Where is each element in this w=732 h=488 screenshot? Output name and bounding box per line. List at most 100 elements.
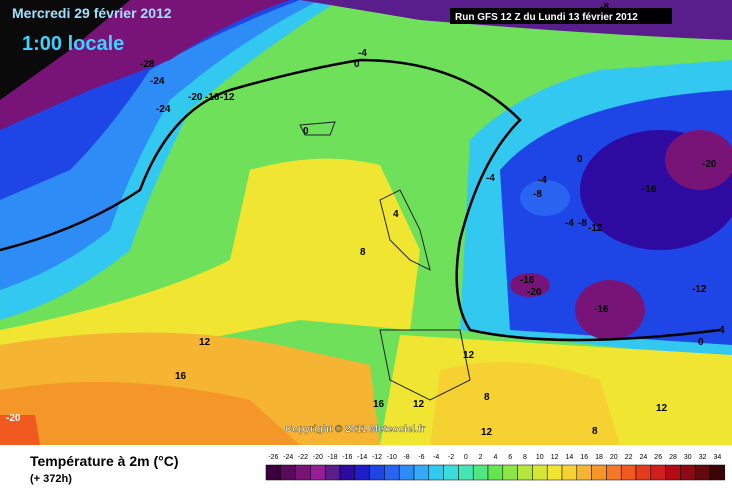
scale-swatch xyxy=(709,464,726,481)
scale-label: -26 xyxy=(268,454,278,461)
contour-label: 16 xyxy=(175,371,187,382)
scale-swatch xyxy=(561,464,578,481)
cold-core xyxy=(520,180,570,216)
scale-swatch xyxy=(472,464,489,481)
contour-label: -16 xyxy=(642,184,657,195)
scale-label: -24 xyxy=(283,454,293,461)
contour-label: -20 xyxy=(702,159,717,170)
color-scale: -26 -24 -22 -20 -18 -16 -14 -12 -10 -8 -6 -4 -2 0 2 4 6 8… xyxy=(265,454,726,481)
contour-label: -12 xyxy=(588,223,603,234)
scale-label: 28 xyxy=(669,454,677,461)
scale-swatch xyxy=(665,464,681,481)
contour-label: -16 xyxy=(520,275,535,286)
cold-core xyxy=(510,273,550,297)
contour-label: 12 xyxy=(656,403,668,414)
scale-swatch xyxy=(606,464,622,481)
scale-swatch xyxy=(591,464,607,481)
contour-label: -8 xyxy=(533,189,542,200)
scale-swatch xyxy=(265,464,282,481)
scale-swatch xyxy=(369,464,385,481)
contour-label: -20 xyxy=(6,413,21,424)
scale-label: 34 xyxy=(714,454,722,461)
map-time: 1:00 locale xyxy=(22,33,124,55)
scale-label: 0 xyxy=(464,454,468,461)
contour-label: -4 xyxy=(358,48,367,59)
scale-swatch xyxy=(280,464,296,481)
scale-swatch xyxy=(384,464,400,481)
freezing-line xyxy=(0,58,721,342)
warm-zone xyxy=(0,158,420,345)
scale-label: 4 xyxy=(493,454,497,461)
contour-label: -24 xyxy=(150,76,165,87)
copyright: Copyright © 2011 Meteociel.fr xyxy=(285,424,425,435)
contour-label: -4 xyxy=(565,218,574,229)
scale-label: 20 xyxy=(610,454,618,461)
scale-label: 24 xyxy=(640,454,648,461)
scale-label: -6 xyxy=(418,454,424,461)
contour-label: 12 xyxy=(481,427,493,438)
warm-zone xyxy=(0,415,40,445)
scale-label: 12 xyxy=(551,454,559,461)
scale-swatch xyxy=(694,464,711,481)
scale-swatch xyxy=(339,464,356,481)
scale-swatch xyxy=(502,464,518,481)
scale-label: -16 xyxy=(342,454,352,461)
contour-label: 16 xyxy=(373,399,385,410)
scale-label: -18 xyxy=(328,454,338,461)
scale-swatch xyxy=(443,464,459,481)
scale-label: 30 xyxy=(684,454,692,461)
scale-label: 26 xyxy=(654,454,662,461)
coastline xyxy=(299,121,471,401)
cold-core xyxy=(665,130,732,190)
contour-label: -28 xyxy=(140,59,155,70)
contour-label: 12 xyxy=(199,337,211,348)
scale-swatch xyxy=(576,464,592,481)
scale-label: 6 xyxy=(508,454,512,461)
run-box xyxy=(450,8,672,24)
contour-label: -12 xyxy=(692,284,707,295)
scale-swatch xyxy=(635,464,652,481)
contour-label: 4 xyxy=(393,209,399,220)
scale-label: 14 xyxy=(566,454,574,461)
scale-label: 22 xyxy=(625,454,633,461)
contour-label: 12 xyxy=(413,399,425,410)
scale-label: -8 xyxy=(403,454,409,461)
contour-label: 0 xyxy=(577,154,583,165)
scale-label: 32 xyxy=(699,454,707,461)
scale-swatch xyxy=(546,464,563,481)
scale-label: -20 xyxy=(313,454,323,461)
scale-label: 16 xyxy=(580,454,588,461)
warm-zone xyxy=(430,362,620,445)
scale-swatch xyxy=(413,464,430,481)
scale-swatch xyxy=(532,464,548,481)
warm-zone xyxy=(0,382,300,445)
scale-swatch xyxy=(680,464,696,481)
cold-zone xyxy=(0,0,130,100)
run-info: Run GFS 12 Z du Lundi 13 février 2012 xyxy=(455,12,638,23)
legend-lead: (+ 372h) xyxy=(30,473,72,485)
contour-label: 12 xyxy=(463,350,475,361)
contour-label: 8 xyxy=(360,247,366,258)
scale-swatch xyxy=(354,464,370,481)
scale-label: 8 xyxy=(523,454,527,461)
contour-label: 4 xyxy=(719,325,725,336)
scale-label: -12 xyxy=(372,454,382,461)
scale-swatch xyxy=(487,464,504,481)
scale-swatch xyxy=(295,464,311,481)
scale-swatch xyxy=(517,464,533,481)
scale-swatch xyxy=(324,464,341,481)
contour-label: 8 xyxy=(592,426,598,437)
scale-label: -22 xyxy=(298,454,308,461)
contour-label: -4 xyxy=(538,175,547,186)
scale-label: -14 xyxy=(357,454,367,461)
contour-label: -8 xyxy=(578,218,587,229)
map-date: Mercredi 29 février 2012 xyxy=(12,5,172,21)
contour-label: -12 xyxy=(220,92,235,103)
scale-swatch xyxy=(398,464,415,481)
scale-swatch xyxy=(428,464,444,481)
contour-label: -20 xyxy=(527,287,542,298)
contour-label: 0 xyxy=(698,337,704,348)
scale-swatch xyxy=(650,464,666,481)
